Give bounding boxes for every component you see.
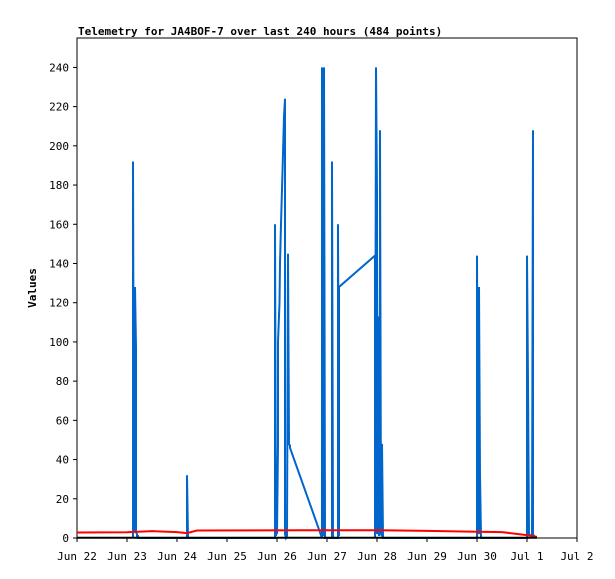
x-tick-label: Jun 28	[357, 550, 397, 563]
y-axis-ticks: 0 20 40 60 80 100 120 140 160 180 200 220 240	[49, 61, 77, 545]
plot-frame	[76, 37, 578, 539]
y-tick-label: 80	[56, 375, 69, 388]
x-tick-label: Jul 2	[560, 550, 593, 563]
chart-title: Telemetry for JA4BOF-7 over last 240 hou…	[78, 25, 442, 38]
y-tick-label: 20	[56, 493, 69, 506]
y-tick-label: 200	[49, 140, 69, 153]
y-tick-label: 180	[49, 179, 69, 192]
y-axis-label: Values	[26, 268, 39, 308]
y-tick-label: 60	[56, 414, 69, 427]
x-tick-label: Jun 22	[57, 550, 97, 563]
x-tick-label: Jun 24	[157, 550, 197, 563]
y-tick-label: 40	[56, 454, 69, 467]
y-tick-label: 140	[49, 257, 69, 270]
y-tick-label: 0	[62, 532, 69, 545]
y-tick-label: 160	[49, 218, 69, 231]
x-tick-label: Jun 23	[107, 550, 147, 563]
y-tick-label: 120	[49, 297, 69, 310]
series-line-0	[132, 67, 535, 541]
x-tick-label: Jul 1	[510, 550, 543, 563]
series-line-1	[76, 529, 538, 538]
y-tick-label: 240	[49, 61, 69, 74]
y-tick-label: 100	[49, 336, 69, 349]
x-tick-label: Jun 29	[407, 550, 447, 563]
x-axis-ticks: Jun 22 Jun 23 Jun 24 Jun 25 Jun 26 Jun 27 Jun …	[57, 538, 594, 563]
x-tick-label: Jun 25	[207, 550, 247, 563]
x-tick-label: Jun 27	[307, 550, 347, 563]
x-tick-label: Jun 26	[257, 550, 297, 563]
x-tick-label: Jun 30	[457, 550, 497, 563]
y-tick-label: 220	[49, 101, 69, 114]
series-group	[76, 67, 538, 541]
